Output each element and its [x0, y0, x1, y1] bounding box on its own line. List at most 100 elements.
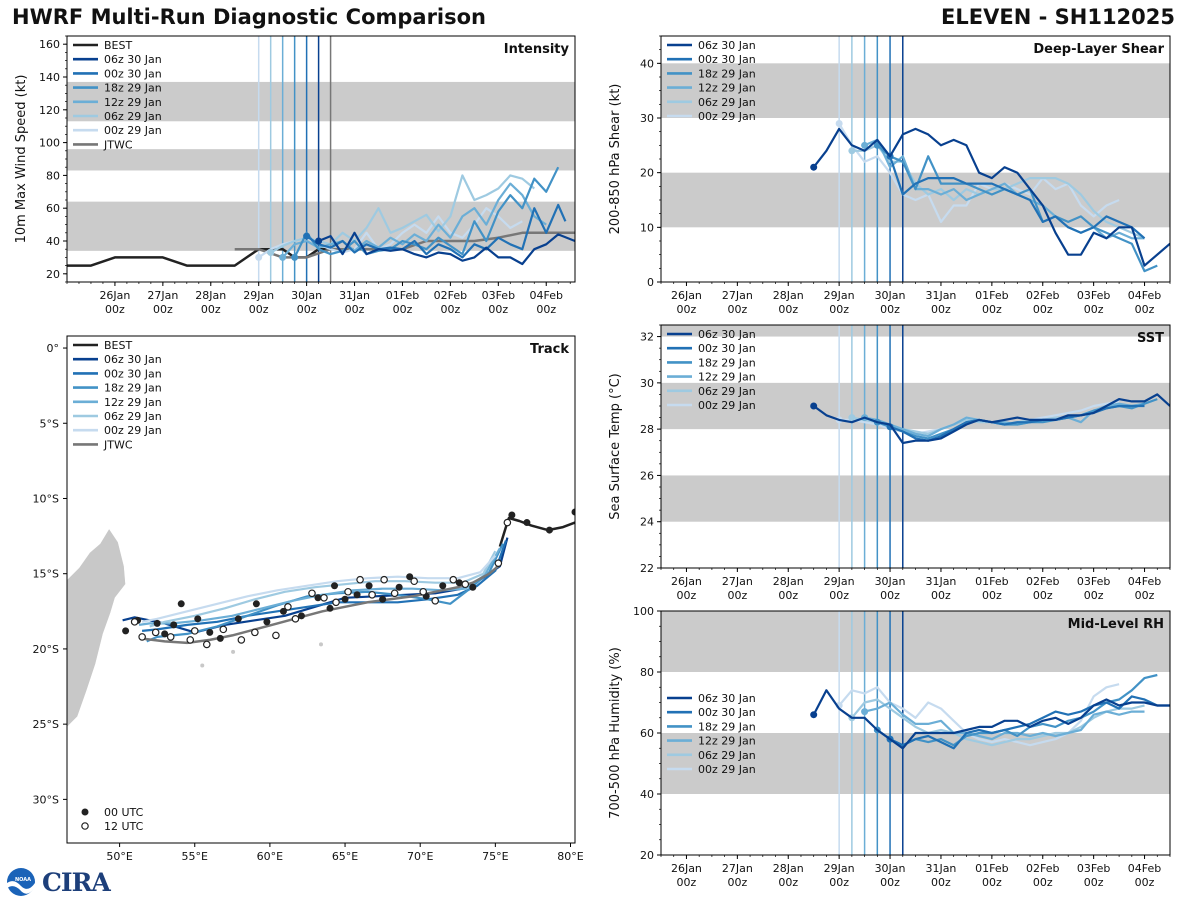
marker-12utc-19 — [237, 636, 246, 644]
ytick-label-track: 25°S — [33, 718, 59, 731]
xtick-sublabel-rh: 00z — [727, 876, 747, 889]
xtick-label-intensity: 01Feb — [386, 289, 419, 302]
marker-12utc-12 — [332, 598, 340, 607]
marker-12utc-23 — [186, 636, 195, 644]
series-sst-06z-30-jan — [813, 393, 1170, 445]
marker-12utc-10 — [356, 575, 364, 584]
marker-legend-label-00-utc: 00 UTC — [104, 806, 144, 819]
plot-area-rh — [661, 611, 1170, 855]
ytick-label-intensity: 60 — [46, 202, 60, 215]
xtick-label-rh: 02Feb — [1026, 862, 1059, 875]
ytick-label-shear: 10 — [640, 221, 654, 234]
xtick-label-track: 50°E — [106, 850, 132, 863]
xtick-label-track: 60°E — [257, 850, 283, 863]
series-start-shear-12z-29-jan — [861, 141, 869, 149]
xtick-sublabel-shear: 00z — [880, 303, 900, 316]
legend-label-06z-29-jan: 06z 29 Jan — [104, 110, 162, 123]
marker-00utc-21 — [234, 615, 242, 623]
xtick-sublabel-intensity: 00z — [201, 303, 221, 316]
marker-00utc-3 — [508, 511, 516, 519]
marker-00utc-27 — [161, 630, 169, 638]
marker-12utc-26 — [138, 633, 146, 641]
xtick-label-shear: 30Jan — [875, 289, 906, 302]
marker-00utc-26 — [170, 621, 178, 629]
marker-12utc-15 — [291, 615, 300, 623]
series-intensity-06z-30-jan — [318, 231, 575, 266]
xtick-label-intensity: 27Jan — [147, 289, 178, 302]
legend-label-00z-30-jan: 00z 30 Jan — [698, 53, 756, 66]
xtick-sublabel-intensity: 00z — [441, 303, 461, 316]
ytick-label-sst: 30 — [640, 377, 654, 390]
xtick-label-sst: 01Feb — [975, 575, 1008, 588]
legend-label-00z-29-jan: 00z 29 Jan — [698, 110, 756, 123]
panel-title-track: Track — [530, 342, 569, 357]
xtick-sublabel-sst: 00z — [829, 589, 849, 602]
xtick-label-intensity: 02Feb — [434, 289, 467, 302]
xtick-sublabel-rh: 00z — [677, 876, 697, 889]
marker-legend-00utc-icon — [81, 808, 89, 816]
panel-title-rh: Mid-Level RH — [1068, 617, 1164, 632]
marker-12utc-0 — [503, 518, 512, 527]
marker-00utc-23 — [206, 628, 214, 636]
xtick-label-rh: 26Jan — [671, 862, 702, 875]
marker-12utc-6 — [410, 577, 418, 586]
legend-label-06z-30-jan: 06z 30 Jan — [104, 353, 162, 366]
xtick-label-track: 55°E — [182, 850, 208, 863]
series-track-best — [498, 516, 575, 547]
marker-00utc-10 — [379, 595, 387, 603]
xtick-sublabel-intensity: 00z — [536, 303, 556, 316]
marker-00utc-6 — [439, 582, 447, 590]
ytick-label-track: 5°S — [40, 417, 59, 430]
xtick-sublabel-rh: 00z — [931, 876, 951, 889]
ytick-label-sst: 32 — [640, 331, 654, 344]
xtick-label-rh: 27Jan — [722, 862, 753, 875]
series-start-intensity-00z-29-jan — [255, 253, 263, 261]
panel-sst: SST22242628303226Jan00z27Jan00z28Jan00z2… — [608, 324, 1171, 602]
xtick-sublabel-intensity: 00z — [488, 303, 508, 316]
panel-title-shear: Deep-Layer Shear — [1033, 42, 1164, 57]
ytick-label-rh: 60 — [640, 727, 654, 740]
xtick-label-rh: 31Jan — [925, 862, 956, 875]
legend-label-best: BEST — [104, 339, 132, 352]
legend-label-jtwc: JTWC — [103, 138, 133, 151]
legend-label-06z-29-jan: 06z 29 Jan — [698, 749, 756, 762]
series-start-intensity-06z-29-jan — [267, 248, 275, 256]
legend-label-06z-30-jan: 06z 30 Jan — [104, 53, 162, 66]
xtick-label-track: 65°E — [332, 850, 358, 863]
series-start-intensity-06z-30-jan — [315, 237, 323, 245]
xtick-label-sst: 29Jan — [824, 575, 855, 588]
series-rh-12z-29-jan — [864, 701, 1145, 741]
xtick-label-sst: 30Jan — [875, 575, 906, 588]
ytick-label-intensity: 40 — [46, 235, 60, 248]
plot-area-track — [67, 508, 575, 728]
ytick-label-rh: 40 — [640, 788, 654, 801]
series-rh-06z-30-jan — [812, 689, 1170, 750]
legend-label-best: BEST — [104, 39, 132, 52]
marker-00utc-5 — [455, 579, 463, 587]
xtick-sublabel-rh: 00z — [1084, 876, 1104, 889]
legend-label-12z-29-jan: 12z 29 Jan — [104, 396, 162, 409]
xtick-label-shear: 02Feb — [1026, 289, 1059, 302]
legend-label-jtwc: JTWC — [103, 438, 133, 451]
series-start-intensity-00z-30-jan — [303, 232, 311, 240]
xtick-label-intensity: 29Jan — [243, 289, 274, 302]
series-rh-00z-29-jan — [838, 683, 1120, 747]
series-intensity-18z-29-jan — [293, 166, 560, 258]
ytick-label-shear: 0 — [647, 276, 654, 289]
xtick-label-intensity: 31Jan — [339, 289, 370, 302]
legend-label-00z-29-jan: 00z 29 Jan — [698, 763, 756, 776]
island-2 — [319, 642, 323, 647]
xtick-sublabel-sst: 00z — [1084, 589, 1104, 602]
ylabel-intensity: 10m Max Wind Speed (kt) — [14, 75, 29, 244]
ytick-label-track: 20°S — [33, 643, 59, 656]
ytick-label-sst: 24 — [640, 516, 654, 529]
xtick-label-shear: 01Feb — [975, 289, 1008, 302]
legend-label-06z-29-jan: 06z 29 Jan — [698, 96, 756, 109]
legend-label-00z-29-jan: 00z 29 Jan — [104, 424, 162, 437]
xtick-label-sst: 28Jan — [773, 575, 804, 588]
ytick-label-rh: 100 — [633, 605, 654, 618]
band-intensity-2 — [67, 81, 575, 122]
ytick-label-track: 0° — [47, 342, 60, 355]
